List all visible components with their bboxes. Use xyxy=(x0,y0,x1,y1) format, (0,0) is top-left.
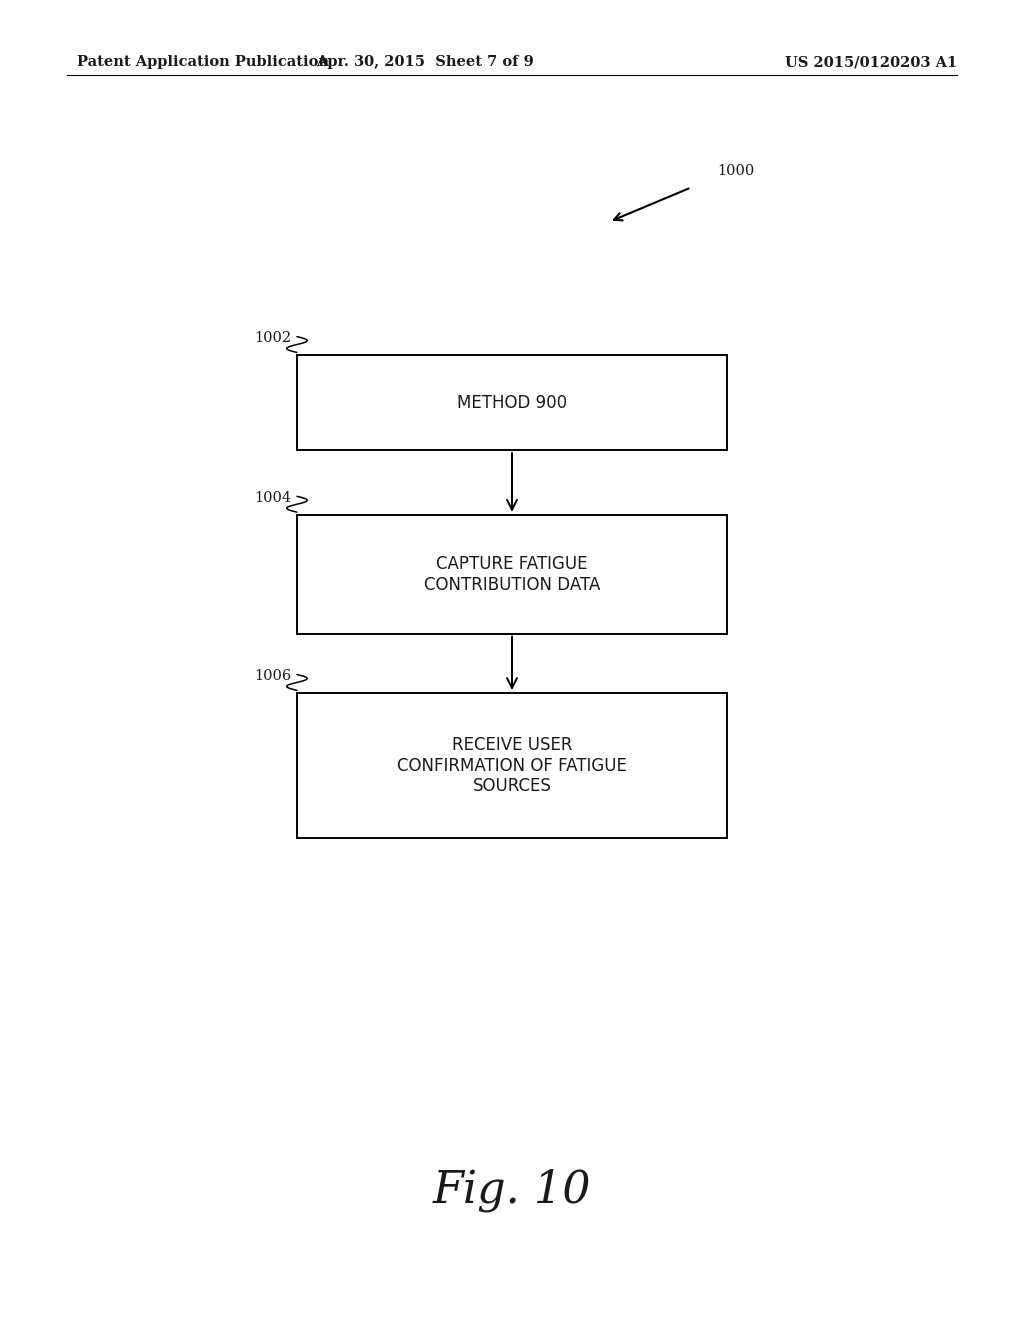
Text: METHOD 900: METHOD 900 xyxy=(457,393,567,412)
Text: 1004: 1004 xyxy=(255,491,292,506)
Bar xyxy=(297,355,727,450)
Text: CAPTURE FATIGUE
CONTRIBUTION DATA: CAPTURE FATIGUE CONTRIBUTION DATA xyxy=(424,554,600,594)
Text: 1006: 1006 xyxy=(255,669,292,684)
Text: US 2015/0120203 A1: US 2015/0120203 A1 xyxy=(785,55,957,70)
Bar xyxy=(297,515,727,634)
Text: Patent Application Publication: Patent Application Publication xyxy=(77,55,329,70)
Text: 1002: 1002 xyxy=(255,331,292,346)
Text: Apr. 30, 2015  Sheet 7 of 9: Apr. 30, 2015 Sheet 7 of 9 xyxy=(316,55,534,70)
Text: 1000: 1000 xyxy=(717,164,754,178)
Text: Fig. 10: Fig. 10 xyxy=(433,1168,591,1212)
Bar xyxy=(297,693,727,838)
Text: RECEIVE USER
CONFIRMATION OF FATIGUE
SOURCES: RECEIVE USER CONFIRMATION OF FATIGUE SOU… xyxy=(397,735,627,796)
